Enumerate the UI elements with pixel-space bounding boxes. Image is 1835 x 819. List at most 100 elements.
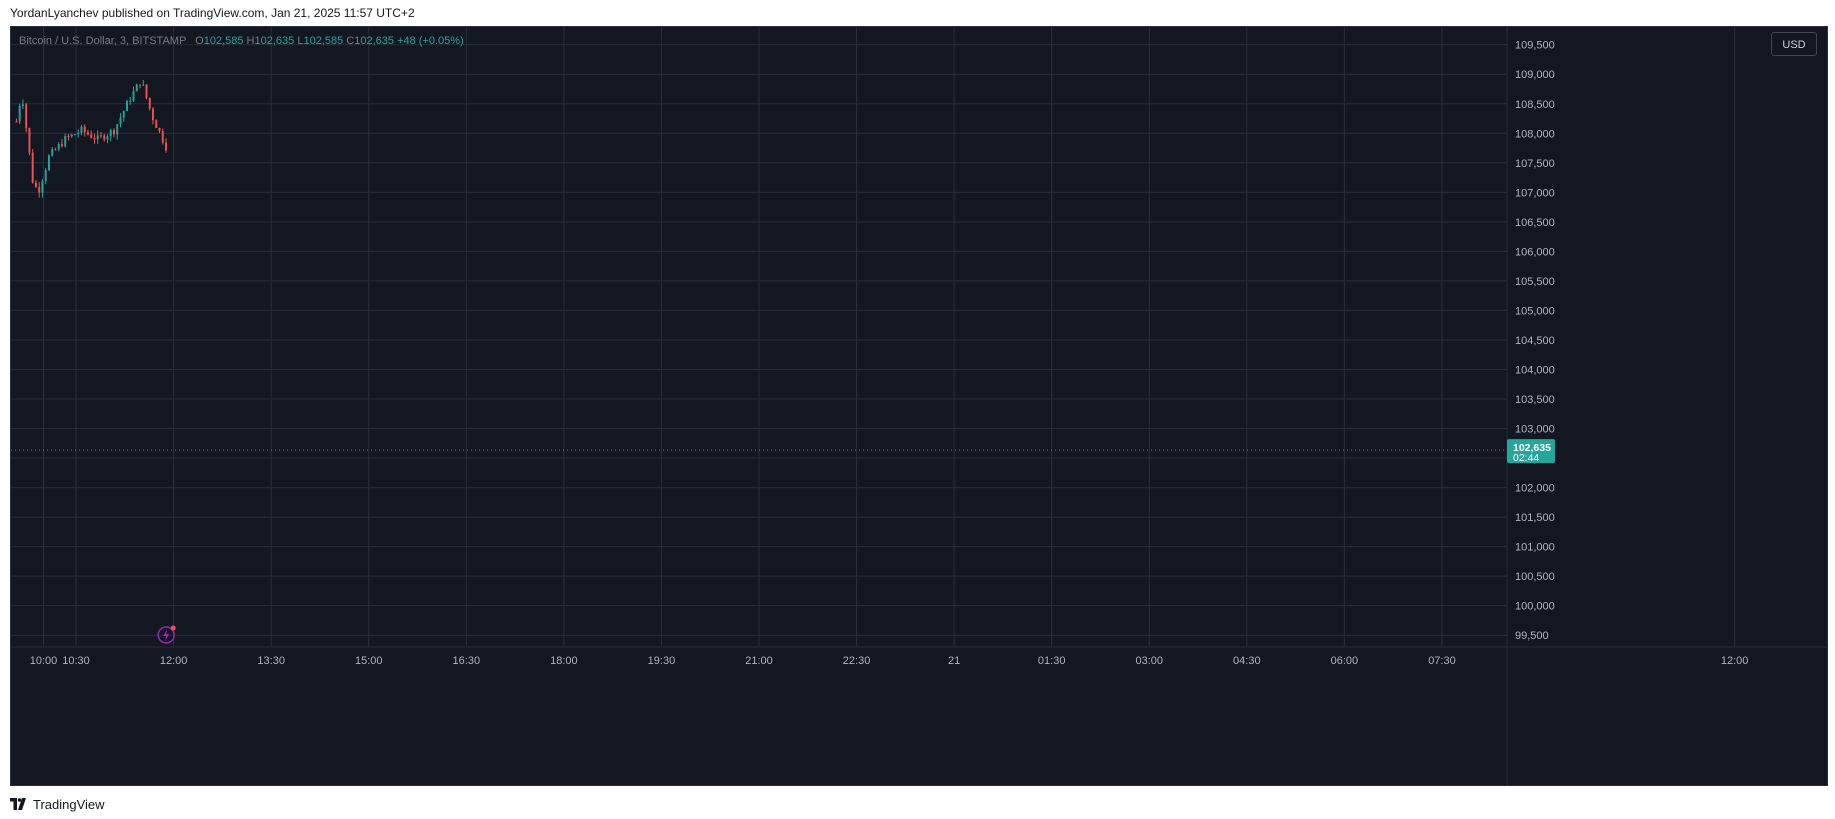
candle-body [93,137,96,140]
last-price-badge [1507,439,1555,464]
candle-body [155,120,158,129]
y-tick-label: 100,000 [1515,601,1555,613]
x-tick-label: 15:00 [355,655,383,667]
open-value: 102,585 [203,35,244,47]
y-tick-label: 105,500 [1515,276,1555,288]
lightning-bolt-icon [163,629,170,641]
candle-body [28,128,31,153]
x-tick-label: 06:00 [1331,655,1359,667]
candle-body [158,128,161,132]
y-tick-label: 109,500 [1515,40,1555,52]
change-value: +48 (+0.05%) [397,35,464,47]
grid-lines [11,27,1736,647]
candle-body [119,117,122,125]
y-tick-label: 106,500 [1515,217,1555,229]
candle-body [38,187,41,193]
close-label: C [346,35,355,47]
x-tick-label: 21 [948,655,960,667]
candle-body [165,142,167,151]
high-label: H [246,35,255,47]
symbol-label: Bitcoin / U.S. Dollar, 3, BITSTAMP [19,35,187,47]
candle-body [161,131,164,143]
candle-body [67,136,70,138]
x-tick-label: 07:30 [1428,655,1456,667]
low-value: 102,585 [303,35,344,47]
candle-body [80,126,83,133]
candle-body [86,132,89,135]
x-tick-label: 13:30 [257,655,285,667]
brand-footer[interactable]: TradingView [10,795,105,813]
y-tick-label: 101,000 [1515,542,1555,554]
candle-body [103,135,106,140]
candle-body [41,181,44,193]
lightning-icon[interactable] [157,626,175,644]
close-value: 102,635 [354,35,394,47]
x-tick-label: 03:00 [1135,655,1163,667]
y-tick-label: 106,000 [1515,246,1555,258]
candle-body [51,149,54,156]
candle-body [83,126,86,133]
candlestick-chart[interactable]: 109,500 109,000 108,500 108,000 107,500 107,0… [11,27,1828,786]
x-tick-label: 04:30 [1233,655,1261,667]
tradingview-logo-icon [10,798,26,810]
candle-body [116,124,119,135]
y-tick-label: 104,500 [1515,335,1555,347]
candle-body [54,149,57,151]
y-tick-label: 108,500 [1515,99,1555,111]
candle-body [135,84,138,92]
candle-body [122,111,125,118]
candle-body [132,91,135,101]
x-tick-label: 10:30 [62,655,90,667]
candle-body [96,135,99,140]
y-tick-label: 105,000 [1515,305,1555,317]
candle-body [15,121,18,123]
candles [15,80,167,198]
x-tick-label: 19:30 [648,655,676,667]
y-tick-label: 108,000 [1515,128,1555,140]
x-tick-label: 18:00 [550,655,578,667]
y-tick-label: 107,000 [1515,187,1555,199]
candle-body [57,144,60,150]
candle-body [64,136,67,147]
candle-body [129,100,132,102]
candle-body [77,132,80,135]
candle-body [44,170,47,182]
brand-name: TradingView [33,796,105,812]
candle-body [31,152,34,183]
candle-body [142,84,145,86]
x-tick-label: 12:00 [1721,655,1749,667]
high-value: 102,635 [254,35,295,47]
candle-body [18,105,21,122]
x-tick-label: 21:00 [745,655,773,667]
candle-body [47,155,50,171]
ohlc-legend: Bitcoin / U.S. Dollar, 3, BITSTAMP O102,… [19,35,464,47]
candle-body [90,134,93,138]
y-tick-label: 103,500 [1515,394,1555,406]
candle-body [106,136,109,140]
bar-countdown-value: 02:44 [1513,452,1539,464]
candle-body [60,144,63,147]
candle-body [126,101,128,112]
x-tick-label: 22:30 [843,655,871,667]
currency-unit-button[interactable]: USD [1771,32,1817,56]
y-tick-label: 109,000 [1515,69,1555,81]
candle-body [145,84,148,98]
y-tick-label: 102,000 [1515,483,1555,495]
x-tick-label: 10:00 [30,655,58,667]
candle-body [152,108,154,121]
notification-dot-icon [170,625,176,631]
candle-body [34,182,37,188]
x-tick-label: 16:30 [453,655,481,667]
y-tick-label: 107,500 [1515,158,1555,170]
open-label: O [195,35,204,47]
chart-panel[interactable]: 109,500 109,000 108,500 108,000 107,500 107,0… [10,26,1828,786]
x-tick-label: 12:00 [160,655,188,667]
y-tick-label: 103,000 [1515,424,1555,436]
candle-body [139,84,141,86]
candle-body [113,130,115,135]
low-label: L [297,35,304,47]
y-tick-label: 104,000 [1515,364,1555,376]
y-tick-label: 99,500 [1515,630,1549,642]
y-tick-label: 101,500 [1515,512,1555,524]
